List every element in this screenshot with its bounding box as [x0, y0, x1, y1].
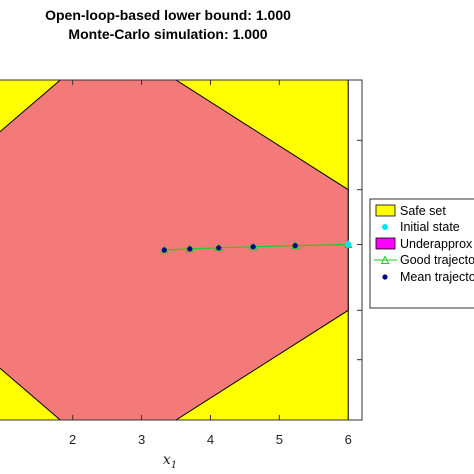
chart-title-line-1: Open-loop-based lower bound: 1.000: [45, 7, 291, 23]
mean-trajectory-point: [216, 245, 222, 251]
mean-trajectory-point: [250, 244, 256, 250]
x-tick-label: 4: [207, 432, 214, 447]
legend-label-safe-set: Safe set: [400, 204, 446, 218]
mean-trajectory-point: [161, 247, 167, 253]
legend-swatch-underapprox: [375, 237, 396, 250]
legend-marker-initial-state: [382, 224, 388, 230]
legend-swatch-safe-set: [375, 204, 396, 217]
legend-label-initial-state: Initial state: [400, 220, 460, 234]
axes-frame: [0, 79, 363, 421]
x-axis-label-main: x: [163, 452, 171, 468]
mean-trajectory-point: [292, 243, 298, 249]
x-tick-label: 6: [345, 432, 352, 447]
initial-state-point: [345, 241, 352, 248]
mean-trajectory-point: [187, 246, 193, 252]
good-trajectory-line: [164, 243, 349, 251]
legend: Safe set Initial state Underapprox Good …: [369, 198, 474, 309]
legend-marker-good-trajectory: [380, 255, 390, 264]
x-tick-label: 2: [69, 432, 76, 447]
legend-label-good-trajectory: Good trajecto: [400, 253, 474, 267]
legend-box: [369, 198, 474, 309]
chart-title-line-2: Monte-Carlo simulation: 1.000: [68, 26, 267, 42]
x-tick-label: 3: [138, 432, 145, 447]
x-tick-label: 5: [276, 432, 283, 447]
legend-label-underapprox: Underapprox: [400, 237, 473, 251]
x-tick-labels: 2 3 4 5 6: [69, 80, 352, 447]
legend-label-mean-trajectory: Mean trajecto: [400, 270, 474, 284]
x-axis-label: x1: [163, 452, 177, 471]
x-axis-label-subscript: 1: [171, 460, 177, 471]
legend-marker-mean-trajectory: [382, 274, 388, 280]
plot-area: [0, 79, 363, 421]
